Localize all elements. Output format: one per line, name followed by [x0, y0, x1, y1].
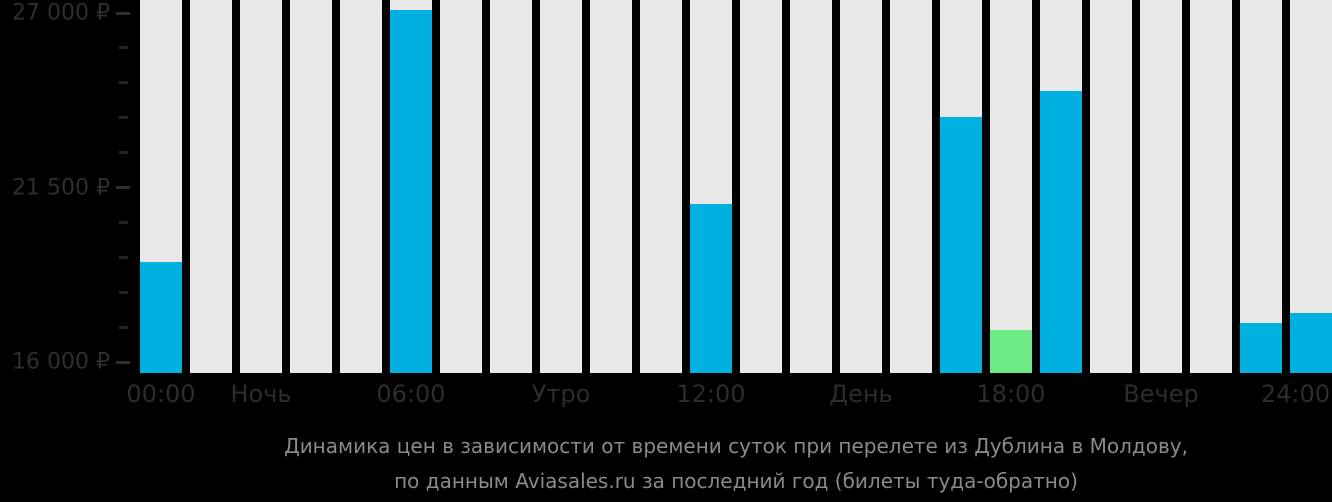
- price-bar[interactable]: [390, 10, 432, 373]
- x-axis-label-День: День: [829, 380, 893, 408]
- hour-column-13: [790, 0, 832, 373]
- y-axis-minor-tick: [119, 290, 128, 294]
- hour-column-18[interactable]: [1040, 0, 1082, 373]
- hour-column-14: [840, 0, 882, 373]
- y-axis-major-tick: [116, 360, 130, 364]
- price-bar[interactable]: [140, 261, 182, 373]
- hour-column-06: [440, 0, 482, 373]
- hour-column-12: [740, 0, 782, 373]
- hour-column-17[interactable]: [990, 0, 1032, 373]
- hour-column-20: [1140, 0, 1182, 373]
- y-axis-label: 27 000 ₽: [12, 0, 110, 26]
- hour-column-08: [540, 0, 582, 373]
- x-axis-label-Ночь: Ночь: [230, 380, 292, 408]
- y-axis-major-tick: [116, 11, 130, 15]
- price-bar[interactable]: [1040, 90, 1082, 373]
- hour-column-09: [590, 0, 632, 373]
- y-axis-minor-tick: [119, 46, 128, 50]
- x-axis-label-00-00: 00:00: [126, 380, 196, 408]
- hour-column-15: [890, 0, 932, 373]
- hour-column-01: [190, 0, 232, 373]
- cheapest-price-bar[interactable]: [990, 329, 1032, 373]
- y-axis-minor-tick: [119, 325, 128, 329]
- y-axis-minor-tick: [119, 255, 128, 259]
- y-axis: 27 000 ₽ 21 500 ₽ 16 000 ₽: [0, 0, 140, 380]
- hour-column-07: [490, 0, 532, 373]
- x-axis-label-24-00: 24:00: [1260, 380, 1330, 408]
- y-axis-label: 21 500 ₽: [12, 175, 110, 200]
- hour-column-21: [1190, 0, 1232, 373]
- price-bar[interactable]: [690, 203, 732, 373]
- price-bar[interactable]: [1240, 323, 1282, 373]
- chart-caption: Динамика цен в зависимости от времени су…: [140, 429, 1332, 499]
- hour-column-16[interactable]: [940, 0, 982, 373]
- hour-column-22[interactable]: [1240, 0, 1282, 373]
- y-axis-major-tick: [116, 186, 130, 189]
- caption-line-1: Динамика цен в зависимости от времени су…: [284, 434, 1188, 458]
- y-axis-minor-tick: [119, 81, 128, 85]
- hour-column-11[interactable]: [690, 0, 732, 373]
- y-axis-label: 16 000 ₽: [12, 349, 110, 375]
- y-axis-minor-tick: [119, 151, 128, 155]
- x-axis-label-06-00: 06:00: [376, 380, 446, 408]
- hour-column-23[interactable]: [1290, 0, 1332, 373]
- y-axis-minor-tick: [119, 220, 128, 224]
- hour-column-00[interactable]: [140, 0, 182, 373]
- x-axis-label-12-00: 12:00: [676, 380, 746, 408]
- x-axis-label-18-00: 18:00: [976, 380, 1046, 408]
- hour-column-10: [640, 0, 682, 373]
- hour-column-04: [340, 0, 382, 373]
- hour-column-19: [1090, 0, 1132, 373]
- bars-area: [140, 0, 1332, 373]
- x-axis-label-Утро: Утро: [531, 380, 591, 408]
- price-bar[interactable]: [940, 116, 982, 373]
- y-axis-minor-tick: [119, 116, 128, 120]
- hour-column-03: [290, 0, 332, 373]
- price-bar[interactable]: [1290, 313, 1332, 373]
- hour-column-02: [240, 0, 282, 373]
- x-axis: 00:00 Ночь 06:00 Утро 12:00 День 18:00 Вечер 24:…: [0, 380, 1332, 408]
- hour-column-05[interactable]: [390, 0, 432, 373]
- caption-line-2: по данным Aviasales.ru за последний год …: [394, 469, 1078, 493]
- x-axis-label-Вечер: Вечер: [1123, 380, 1199, 408]
